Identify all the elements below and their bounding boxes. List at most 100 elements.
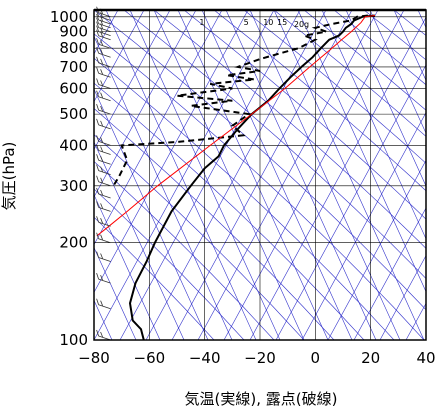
moist-adiabat-line <box>94 134 305 340</box>
dry-adiabat-line <box>177 10 329 340</box>
moist-adiabat-line <box>94 57 395 340</box>
mixing-ratio-line <box>94 10 145 103</box>
wind-barb-staff <box>98 84 111 89</box>
wind-barb <box>96 272 111 284</box>
wind-barb-staff <box>98 124 111 130</box>
moist-adiabat-line <box>94 10 426 311</box>
dry-adiabat-line <box>94 88 209 340</box>
wind-barb-staff <box>98 141 111 146</box>
wind-barb-flag <box>96 175 99 182</box>
wind-barb-staff <box>98 150 111 155</box>
wind-barb-flag <box>100 166 103 172</box>
dewpoint-line <box>112 14 369 187</box>
mixing-ratio-label: 20g <box>294 20 309 29</box>
y-tick-label: 700 <box>59 58 88 76</box>
wind-barb <box>96 78 111 89</box>
y-tick-label: 1000 <box>50 8 88 26</box>
dry-adiabat-line <box>225 10 377 340</box>
x-tick-label: −40 <box>189 349 221 367</box>
wind-barb-staff <box>98 52 111 58</box>
wind-barb-flag <box>96 216 99 223</box>
wind-barb-staff <box>98 170 111 175</box>
wind-barb-flag <box>96 232 99 239</box>
dry-adiabat-line <box>369 10 426 134</box>
mixing-ratio-line <box>119 10 301 340</box>
moist-adiabat-line <box>213 10 426 192</box>
wind-barb-flag <box>100 27 103 33</box>
parcel-line <box>96 15 375 237</box>
wind-barb-staff <box>98 72 111 78</box>
wind-barb <box>96 175 111 187</box>
wind-barb <box>96 103 111 115</box>
mixing-ratio-line <box>197 10 379 340</box>
x-tick-label: −80 <box>78 349 110 367</box>
mixing-ratio-line <box>94 10 275 340</box>
mixing-ratio-label: 15 <box>277 18 287 27</box>
wind-barb-staff <box>98 207 111 212</box>
wind-barb-staff <box>98 23 111 29</box>
mixing-ratio-line <box>249 16 426 340</box>
wind-barb-flag <box>96 13 99 21</box>
mixing-ratio-line <box>223 10 405 340</box>
dry-adiabat-line <box>94 35 233 340</box>
wind-barb-staff <box>98 257 111 262</box>
wind-barb-flag <box>96 164 99 171</box>
y-tick-label: 800 <box>59 39 88 57</box>
wind-barb-flag <box>96 38 99 45</box>
x-axis-title: 気温(実線), 露点(破線) <box>185 390 338 408</box>
wind-barb-flag <box>96 298 99 305</box>
wind-barb-flag <box>96 78 99 85</box>
dry-adiabat-line <box>345 10 426 187</box>
dry-adiabat-line <box>297 10 426 293</box>
moist-adiabat-line <box>94 216 215 340</box>
wind-barb <box>96 154 111 165</box>
wind-barb-staff <box>98 109 111 115</box>
plot-frame <box>93 8 427 341</box>
wind-barb-flag <box>96 103 99 111</box>
moist-adiabat-line <box>123 10 426 279</box>
wind-barb-flag <box>96 201 99 208</box>
moist-adiabat-line <box>333 10 426 86</box>
wind-barb-staff <box>98 43 111 49</box>
wind-barb-flag <box>100 234 103 240</box>
wind-barb-staff <box>98 27 111 32</box>
wind-barb-flag <box>96 25 99 32</box>
moist-adiabat-line <box>94 108 335 340</box>
wind-barb-flag <box>100 253 103 259</box>
wind-barb-staff <box>98 62 111 68</box>
wind-barb-flag <box>96 21 99 28</box>
wind-barb-flag <box>96 90 99 97</box>
wind-barb <box>96 29 111 41</box>
wind-barb-flag <box>100 92 103 98</box>
dry-adiabat-line <box>249 10 401 340</box>
wind-barb-flag <box>100 12 103 18</box>
wind-barb <box>96 38 111 49</box>
wind-barb-flag <box>100 23 103 29</box>
wind-barb-flag <box>100 40 103 46</box>
wind-barb-staff <box>98 193 111 199</box>
moist-adiabat-line <box>94 33 425 340</box>
dry-adiabat-line <box>94 246 137 340</box>
mixing-ratio-label: 1 <box>199 18 204 27</box>
y-axis-title: 気圧(hPa) <box>0 142 18 211</box>
mixing-ratio-line <box>379 255 426 340</box>
wind-barb-flag <box>96 144 99 151</box>
mixing-ratio-line <box>432 10 436 340</box>
y-tick-label: 100 <box>59 331 88 349</box>
wind-barb <box>96 201 111 212</box>
wind-barbs <box>96 6 111 341</box>
x-tick-label: 0 <box>311 349 321 367</box>
wind-barb-flag <box>96 67 99 74</box>
mixing-ratio-label: 10 <box>263 18 273 27</box>
wind-barb-flag <box>100 189 103 196</box>
wind-barb-staff <box>98 304 111 310</box>
moist-adiabat-line <box>273 10 426 137</box>
wind-barb-flag <box>100 80 103 86</box>
wind-barb <box>96 187 111 199</box>
wind-barb-flag <box>96 56 99 64</box>
wind-barb <box>96 298 111 310</box>
wind-barb-staff <box>98 278 111 284</box>
wind-barb-flag <box>100 300 103 306</box>
dry-adiabat-line <box>393 10 426 82</box>
